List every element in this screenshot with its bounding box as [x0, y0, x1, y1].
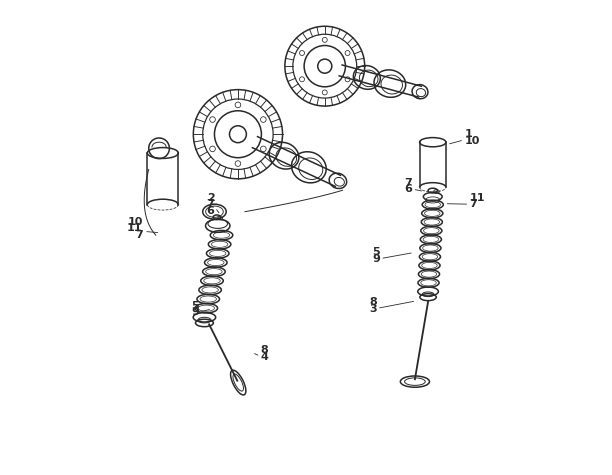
- Text: 5: 5: [192, 301, 199, 311]
- Text: 10: 10: [465, 135, 480, 146]
- Text: 9: 9: [372, 254, 380, 264]
- Text: 2: 2: [207, 193, 214, 203]
- Text: 5: 5: [373, 247, 380, 257]
- Text: 11: 11: [469, 193, 485, 203]
- Text: 6: 6: [207, 206, 214, 216]
- Text: 10: 10: [127, 217, 143, 227]
- Text: 6: 6: [404, 184, 412, 194]
- Text: 11: 11: [127, 223, 143, 233]
- Text: 7: 7: [135, 230, 143, 240]
- Text: 3: 3: [369, 304, 377, 314]
- Text: 9: 9: [191, 307, 199, 317]
- Text: 7: 7: [469, 200, 477, 209]
- Text: 4: 4: [261, 352, 268, 361]
- Text: 7: 7: [405, 178, 412, 188]
- Text: 1: 1: [465, 129, 472, 139]
- Text: 8: 8: [369, 297, 377, 307]
- Text: 8: 8: [261, 345, 268, 355]
- Text: 7: 7: [207, 200, 214, 209]
